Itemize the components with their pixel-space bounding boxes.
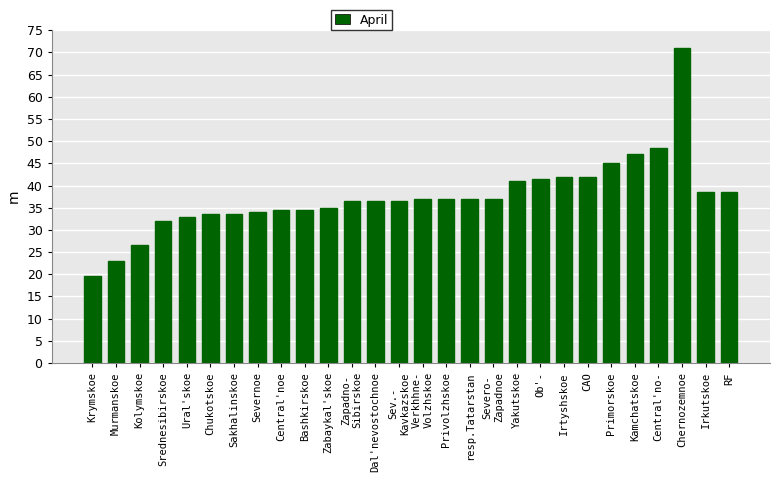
Y-axis label: m: m: [7, 190, 21, 204]
Bar: [320, 208, 336, 363]
Bar: [580, 177, 596, 363]
Bar: [697, 192, 714, 363]
Bar: [368, 201, 384, 363]
Bar: [296, 210, 313, 363]
Bar: [131, 245, 148, 363]
Bar: [674, 48, 690, 363]
Bar: [556, 177, 573, 363]
Bar: [179, 217, 195, 363]
Bar: [273, 210, 289, 363]
Bar: [391, 201, 407, 363]
Bar: [532, 179, 549, 363]
Bar: [414, 199, 430, 363]
Bar: [603, 163, 619, 363]
Bar: [108, 261, 124, 363]
Bar: [343, 201, 360, 363]
Bar: [438, 199, 455, 363]
Bar: [509, 181, 525, 363]
Bar: [650, 148, 667, 363]
Bar: [202, 215, 218, 363]
Bar: [462, 199, 478, 363]
Bar: [225, 215, 242, 363]
Bar: [249, 212, 266, 363]
Bar: [721, 192, 737, 363]
Legend: April: April: [331, 10, 392, 30]
Bar: [626, 154, 643, 363]
Bar: [485, 199, 502, 363]
Bar: [84, 276, 101, 363]
Bar: [155, 221, 172, 363]
